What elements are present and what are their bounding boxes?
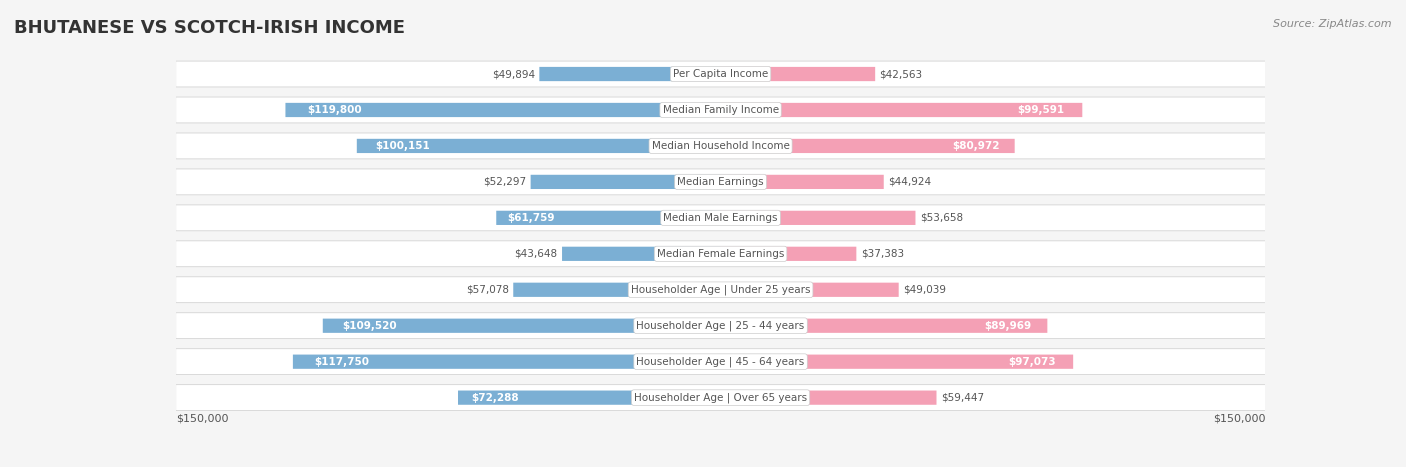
Text: $150,000: $150,000	[1213, 414, 1265, 424]
FancyBboxPatch shape	[323, 318, 721, 333]
FancyBboxPatch shape	[357, 139, 721, 153]
FancyBboxPatch shape	[721, 354, 1073, 369]
Text: $89,969: $89,969	[984, 321, 1031, 331]
FancyBboxPatch shape	[176, 133, 1265, 159]
FancyBboxPatch shape	[721, 211, 915, 225]
Text: Householder Age | 25 - 44 years: Householder Age | 25 - 44 years	[637, 320, 804, 331]
Text: $61,759: $61,759	[508, 213, 555, 223]
Text: Median Household Income: Median Household Income	[651, 141, 790, 151]
FancyBboxPatch shape	[721, 103, 1083, 117]
Text: $109,520: $109,520	[343, 321, 398, 331]
Text: $80,972: $80,972	[952, 141, 1000, 151]
Text: $72,288: $72,288	[471, 393, 519, 403]
Text: Source: ZipAtlas.com: Source: ZipAtlas.com	[1274, 19, 1392, 28]
Text: Householder Age | Over 65 years: Householder Age | Over 65 years	[634, 392, 807, 403]
Text: $43,648: $43,648	[515, 249, 558, 259]
FancyBboxPatch shape	[176, 61, 1265, 87]
FancyBboxPatch shape	[176, 205, 1265, 231]
FancyBboxPatch shape	[458, 390, 721, 405]
Text: Median Male Earnings: Median Male Earnings	[664, 213, 778, 223]
Text: Per Capita Income: Per Capita Income	[673, 69, 768, 79]
Text: $44,924: $44,924	[889, 177, 931, 187]
Text: $37,383: $37,383	[860, 249, 904, 259]
FancyBboxPatch shape	[176, 97, 1265, 123]
Text: Householder Age | 45 - 64 years: Householder Age | 45 - 64 years	[637, 356, 804, 367]
Text: $117,750: $117,750	[315, 357, 370, 367]
FancyBboxPatch shape	[176, 313, 1265, 339]
Text: $52,297: $52,297	[484, 177, 526, 187]
Text: Householder Age | Under 25 years: Householder Age | Under 25 years	[631, 284, 810, 295]
FancyBboxPatch shape	[562, 247, 721, 261]
FancyBboxPatch shape	[285, 103, 721, 117]
FancyBboxPatch shape	[540, 67, 721, 81]
Text: $150,000: $150,000	[176, 414, 228, 424]
FancyBboxPatch shape	[176, 241, 1265, 267]
Text: Median Earnings: Median Earnings	[678, 177, 763, 187]
FancyBboxPatch shape	[721, 67, 875, 81]
FancyBboxPatch shape	[721, 390, 936, 405]
Text: $119,800: $119,800	[307, 105, 361, 115]
Text: $49,894: $49,894	[492, 69, 536, 79]
FancyBboxPatch shape	[292, 354, 721, 369]
Text: $97,073: $97,073	[1008, 357, 1056, 367]
FancyBboxPatch shape	[176, 349, 1265, 375]
Text: $100,151: $100,151	[375, 141, 430, 151]
Text: $53,658: $53,658	[920, 213, 963, 223]
Text: $57,078: $57,078	[465, 285, 509, 295]
Text: BHUTANESE VS SCOTCH-IRISH INCOME: BHUTANESE VS SCOTCH-IRISH INCOME	[14, 19, 405, 37]
FancyBboxPatch shape	[176, 277, 1265, 303]
FancyBboxPatch shape	[721, 247, 856, 261]
FancyBboxPatch shape	[721, 283, 898, 297]
FancyBboxPatch shape	[530, 175, 721, 189]
FancyBboxPatch shape	[721, 175, 884, 189]
Text: Median Family Income: Median Family Income	[662, 105, 779, 115]
FancyBboxPatch shape	[721, 318, 1047, 333]
FancyBboxPatch shape	[176, 169, 1265, 195]
Text: $42,563: $42,563	[880, 69, 922, 79]
FancyBboxPatch shape	[721, 139, 1015, 153]
Text: $59,447: $59,447	[941, 393, 984, 403]
Text: Median Female Earnings: Median Female Earnings	[657, 249, 785, 259]
FancyBboxPatch shape	[176, 385, 1265, 410]
Text: $49,039: $49,039	[903, 285, 946, 295]
FancyBboxPatch shape	[513, 283, 721, 297]
Text: $99,591: $99,591	[1017, 105, 1064, 115]
FancyBboxPatch shape	[496, 211, 721, 225]
